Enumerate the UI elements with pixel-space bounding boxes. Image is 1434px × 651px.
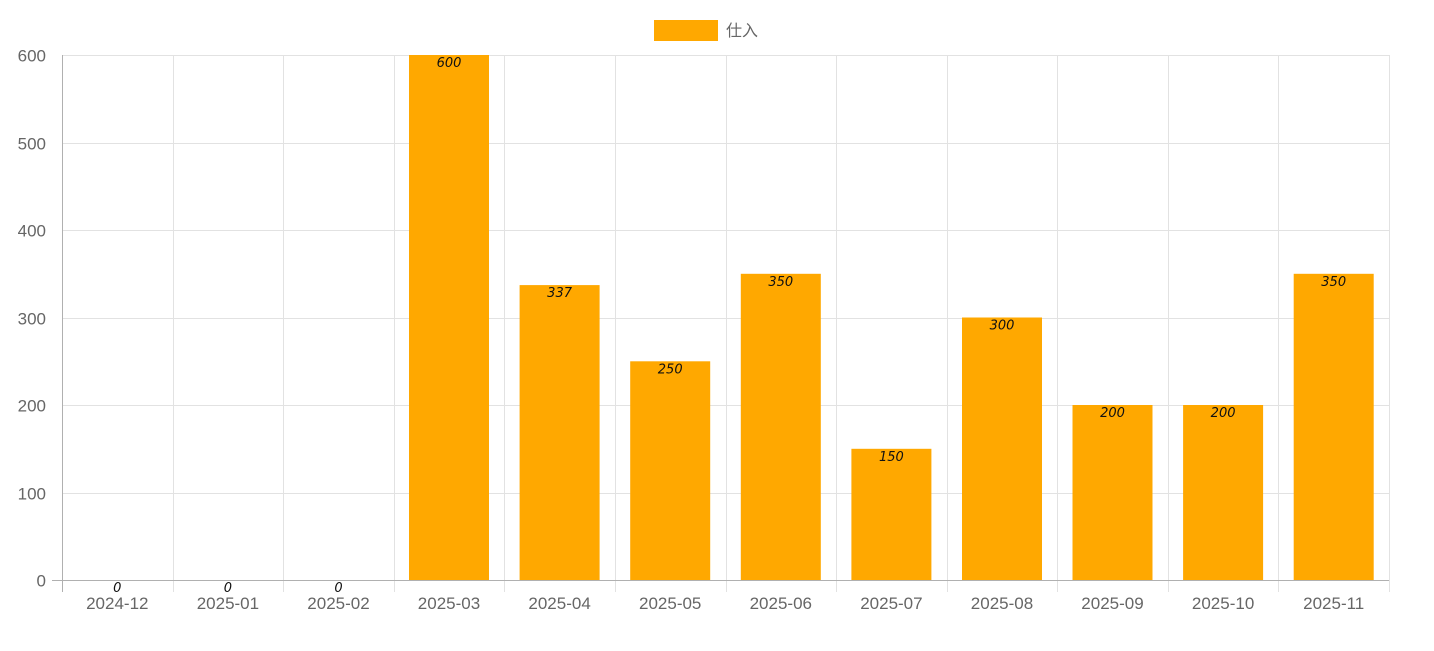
x-tick-label: 2025-05 <box>639 594 701 613</box>
data-label: 337 <box>547 286 573 301</box>
data-label: 0 <box>113 581 121 596</box>
x-tick-label: 2025-04 <box>528 594 590 613</box>
data-label: 350 <box>1321 275 1346 290</box>
x-tick-label: 2025-06 <box>750 594 812 613</box>
data-label: 150 <box>879 450 904 465</box>
x-tick-label: 2025-10 <box>1192 594 1254 613</box>
y-tick-label: 500 <box>18 135 46 154</box>
legend[interactable]: 仕入 <box>654 20 758 41</box>
y-tick-label: 400 <box>18 222 46 241</box>
bar[interactable] <box>1183 405 1264 580</box>
data-labels: 0 0 0 600 337 250 350 150 300 200 200 350 <box>113 56 1346 596</box>
x-tick-label: 2025-07 <box>860 594 922 613</box>
y-tick-label: 600 <box>18 47 46 66</box>
x-tick-label: 2025-02 <box>307 594 369 613</box>
bar[interactable] <box>409 55 489 580</box>
x-tick-label: 2025-01 <box>197 594 259 613</box>
y-tick-label: 0 <box>37 572 46 591</box>
bar[interactable] <box>630 361 711 581</box>
x-tick-label: 2025-03 <box>418 594 480 613</box>
x-tick-label: 2025-09 <box>1081 594 1143 613</box>
data-label: 200 <box>1211 406 1236 421</box>
data-label: 250 <box>658 362 683 377</box>
grid <box>62 55 1390 592</box>
bar[interactable] <box>519 285 600 580</box>
y-tick-label: 300 <box>18 310 46 329</box>
data-label: 0 <box>334 581 342 596</box>
legend-label[interactable]: 仕入 <box>726 21 758 40</box>
bar[interactable] <box>1293 273 1374 581</box>
axes: 0 100 200 300 400 500 600 2024-12 2025-01 2025-02… <box>18 47 1389 613</box>
x-tick-label: 2025-11 <box>1303 594 1364 613</box>
x-tick-label: 2025-08 <box>971 594 1033 613</box>
data-label: 600 <box>437 56 462 71</box>
data-label: 200 <box>1100 406 1125 421</box>
bar[interactable] <box>1072 405 1153 580</box>
bar[interactable] <box>962 317 1042 581</box>
y-tick-label: 100 <box>18 485 46 504</box>
bars <box>409 55 1374 581</box>
x-tick-label: 2024-12 <box>86 594 148 613</box>
data-label: 0 <box>224 581 232 596</box>
data-label: 300 <box>990 319 1015 334</box>
legend-swatch[interactable] <box>654 20 718 41</box>
bar[interactable] <box>851 448 932 581</box>
data-label: 350 <box>768 275 793 290</box>
y-tick-label: 200 <box>18 397 46 416</box>
bar[interactable] <box>740 273 821 581</box>
